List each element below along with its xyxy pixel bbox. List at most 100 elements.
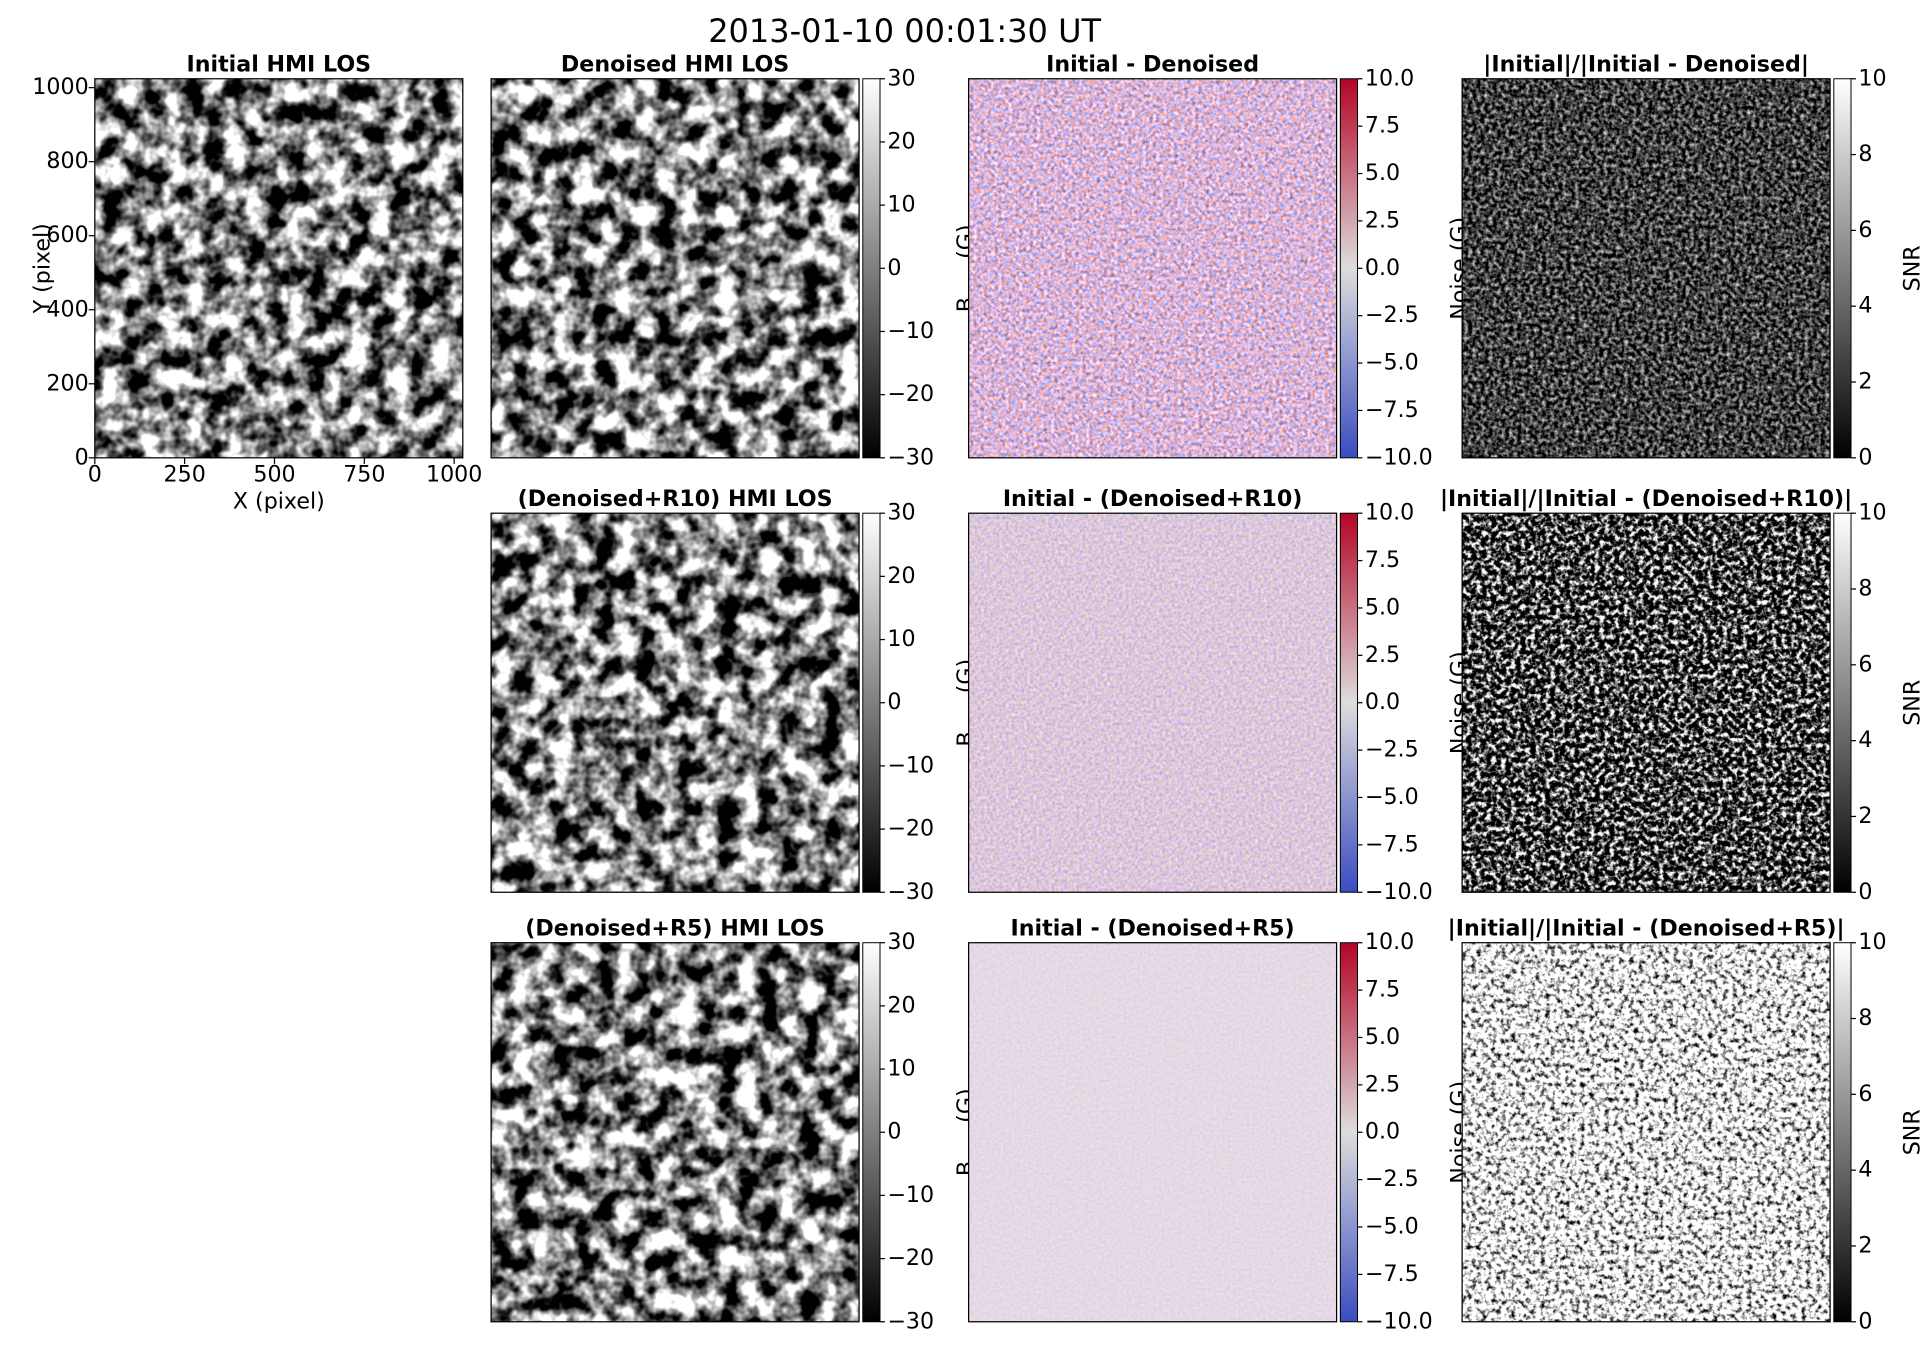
image-frame [967, 78, 1338, 459]
colorbar-tick-label: −7.5 [1365, 831, 1419, 857]
colorbar-tick-label: 30 [887, 65, 915, 91]
panel-title: |Initial|/|Initial - (Denoised+R5)| [1448, 916, 1845, 942]
image [1462, 78, 1831, 458]
colorbar-tick-label: 8 [1858, 576, 1872, 602]
colorbar-tick-label: 6 [1858, 217, 1872, 243]
panel-title: (Denoised+R5) HMI LOS [525, 916, 825, 942]
colorbar-tick-label: 2 [1858, 1232, 1872, 1258]
panel-title: (Denoised+R10) HMI LOS [518, 486, 833, 512]
panel-title: Initial - (Denoised+R5) [1011, 916, 1295, 942]
colorbar-tick-label: −7.5 [1365, 1261, 1419, 1287]
colorbar-tick-label: 10.0 [1365, 929, 1414, 955]
colorbar-tick-label: −20 [887, 816, 934, 842]
colorbar-tick-label: 0 [1858, 1308, 1872, 1334]
label-text: SNR [1899, 1109, 1920, 1155]
y-tick-label: 400 [46, 296, 88, 322]
image [1462, 942, 1831, 1322]
colorbar-tick-label: 8 [1858, 1005, 1872, 1031]
colorbar-tick-label: 6 [1858, 651, 1872, 677]
colorbar-tick-label: 4 [1858, 1157, 1872, 1183]
panel-title: |Initial|/|Initial - (Denoised+R10)| [1440, 486, 1852, 512]
colorbar-tick-label: −10.0 [1365, 1308, 1433, 1334]
colorbar-tick-label: 0 [887, 689, 901, 715]
colorbar-tick-label: 5.0 [1365, 160, 1400, 186]
colorbar-tick-label: −2.5 [1365, 302, 1419, 328]
colorbar [862, 512, 881, 893]
figure-title: 2013-01-10 00:01:30 UT [708, 12, 1101, 50]
colorbar-tick-label: 5.0 [1365, 594, 1400, 620]
image-frame [490, 78, 860, 459]
colorbar [1339, 942, 1359, 1323]
panel-title: Denoised HMI LOS [561, 52, 789, 78]
colorbar-tick-label: −30 [887, 879, 934, 905]
colorbar-tick-label: −10 [887, 752, 934, 778]
image [491, 513, 860, 893]
label-text: SNR [1899, 245, 1920, 291]
colorbar-tick-label: −5.0 [1365, 784, 1419, 810]
colorbar-tick-label: −30 [887, 444, 934, 470]
colorbar-tick-label: −20 [887, 1245, 934, 1271]
x-tick-label: 750 [343, 462, 385, 488]
y-tick-label: 600 [46, 222, 88, 248]
colorbar-tick-label: −20 [887, 381, 934, 407]
colorbar-tick-label: 30 [887, 500, 915, 526]
image [1462, 513, 1831, 893]
colorbar-tick-label: 0 [1858, 879, 1872, 905]
y-tick-label: 0 [75, 444, 89, 470]
colorbar-tick-label: 10 [887, 1056, 915, 1082]
x-tick-label: 1000 [426, 462, 482, 488]
image [968, 942, 1337, 1322]
colorbar-tick-label: 7.5 [1365, 547, 1400, 573]
colorbar-tick-label: −10 [887, 318, 934, 344]
image [968, 513, 1337, 893]
colorbar-tick-label: 0 [887, 1119, 901, 1145]
colorbar [1339, 512, 1359, 893]
image-frame [490, 942, 860, 1323]
colorbar-tick-label: 20 [887, 128, 915, 154]
x-tick-label: 250 [164, 462, 206, 488]
colorbar-tick-label: 10 [1858, 500, 1886, 526]
colorbar-tick-label: 2 [1858, 369, 1872, 395]
colorbar [1339, 78, 1359, 459]
colorbar-tick-label: 10.0 [1365, 500, 1414, 526]
image-frame [967, 512, 1338, 893]
colorbar-tick-label: 0 [887, 255, 901, 281]
y-axis-label: Y (pixel) [30, 223, 56, 314]
colorbar-tick-label: 10 [887, 192, 915, 218]
image [94, 78, 463, 458]
colorbar-tick-label: 8 [1858, 141, 1872, 167]
colorbar-tick-label: −10.0 [1365, 879, 1433, 905]
colorbar-tick-label: 0 [1858, 444, 1872, 470]
colorbar-tick-label: 7.5 [1365, 977, 1400, 1003]
colorbar-tick-label: 0.0 [1365, 689, 1400, 715]
colorbar-tick-label: 2 [1858, 803, 1872, 829]
colorbar-tick-label: 30 [887, 929, 915, 955]
colorbar [1833, 942, 1852, 1323]
image-frame [1461, 942, 1831, 1323]
panel-title: |Initial|/|Initial - Denoised| [1483, 52, 1809, 78]
colorbar-tick-label: 7.5 [1365, 113, 1400, 139]
colorbar-tick-label: −7.5 [1365, 397, 1419, 423]
panel-title: Initial HMI LOS [187, 52, 372, 78]
y-tick-label: 200 [46, 370, 88, 396]
colorbar-tick-label: 10 [887, 626, 915, 652]
image-frame [94, 78, 464, 459]
panel-title: Initial - (Denoised+R10) [1003, 486, 1303, 512]
colorbar-tick-label: 2.5 [1365, 642, 1400, 668]
colorbar-tick-label: −2.5 [1365, 1166, 1419, 1192]
colorbar-tick-label: 10 [1858, 65, 1886, 91]
colorbar-tick-label: 2.5 [1365, 207, 1400, 233]
colorbar [862, 78, 881, 459]
colorbar-tick-label: −5.0 [1365, 1214, 1419, 1240]
colorbar-tick-label: 4 [1858, 293, 1872, 319]
colorbar-tick-label: 2.5 [1365, 1071, 1400, 1097]
colorbar-tick-label: 10.0 [1365, 65, 1414, 91]
colorbar-tick-label: −5.0 [1365, 350, 1419, 376]
colorbar-label: SNR [1899, 245, 1920, 291]
image-frame [490, 512, 860, 893]
colorbar [1833, 512, 1852, 893]
colorbar-tick-label: 0.0 [1365, 255, 1400, 281]
x-tick-label: 0 [88, 462, 102, 488]
colorbar-label: SNR [1899, 680, 1920, 726]
x-axis-label: X (pixel) [233, 489, 325, 515]
